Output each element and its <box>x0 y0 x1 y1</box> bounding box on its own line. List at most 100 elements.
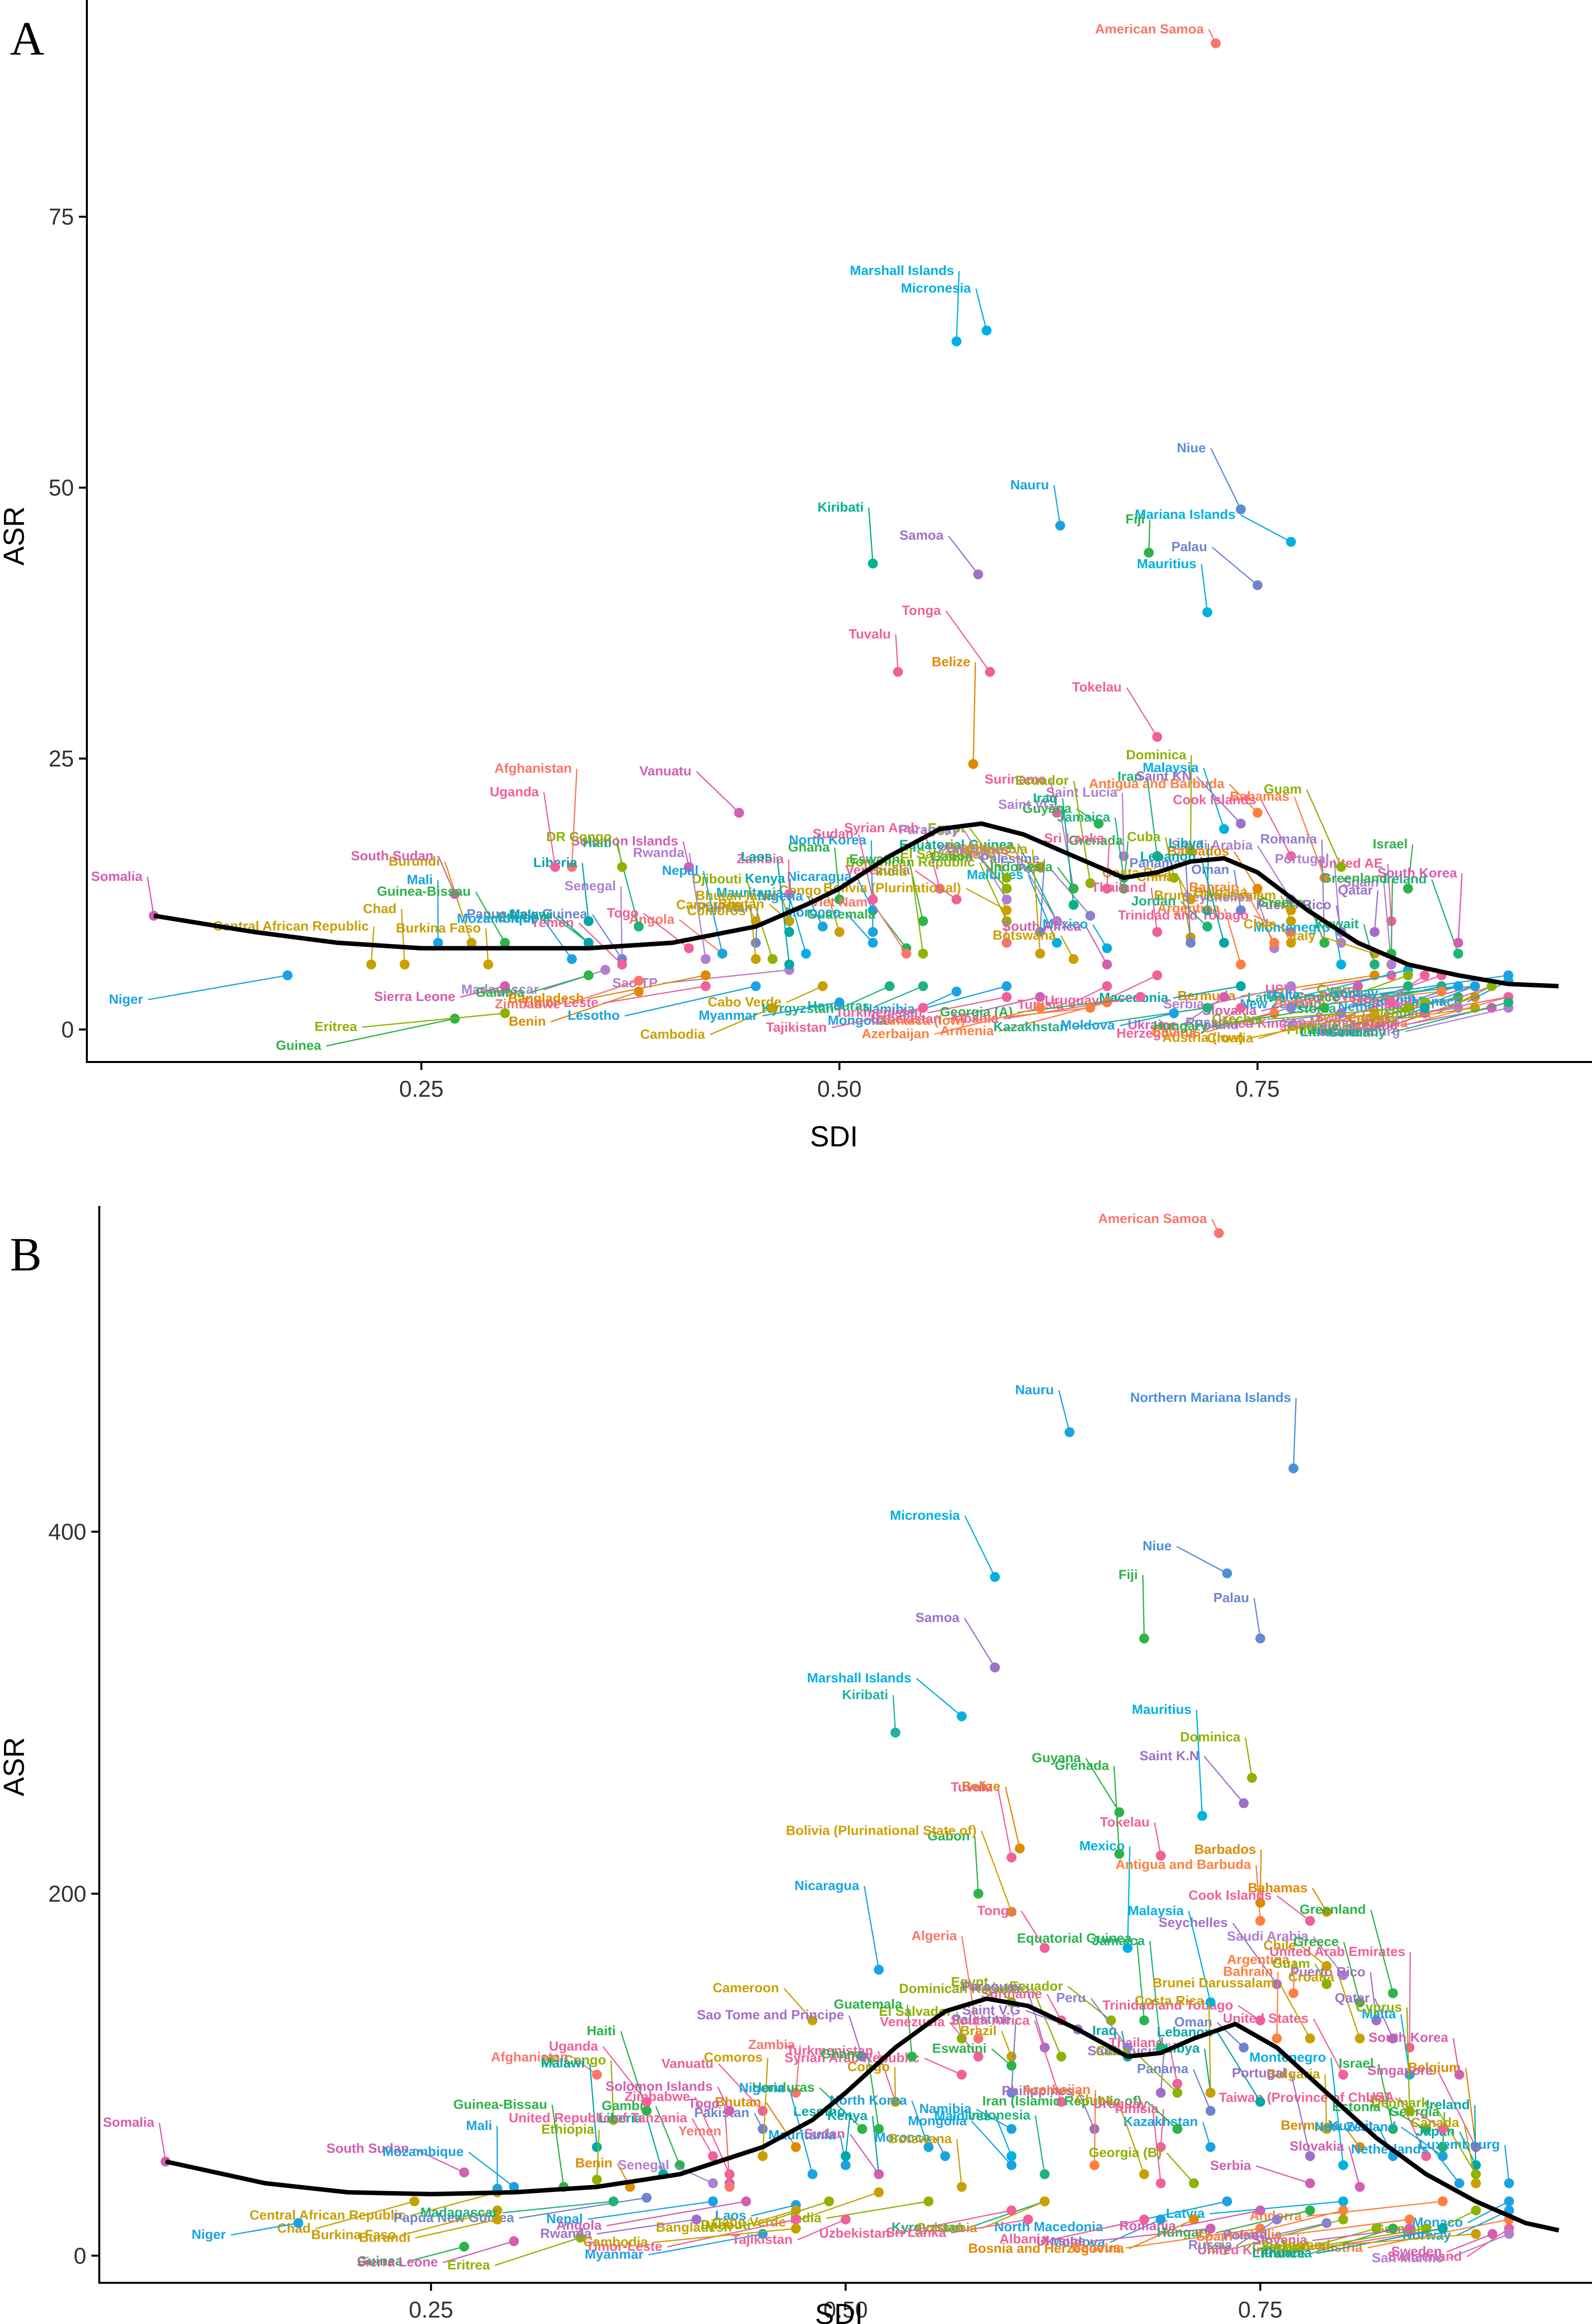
data-point <box>1319 1002 1329 1013</box>
leader-line <box>1267 1007 1408 1020</box>
point-label: Botswana <box>993 928 1057 942</box>
leader-line <box>667 2219 796 2248</box>
leader-line <box>1150 887 1158 932</box>
data-point <box>973 2052 983 2062</box>
data-point <box>1068 883 1079 894</box>
data-point <box>1202 922 1213 932</box>
point-label: Myanmar <box>585 2247 644 2262</box>
point-label: Zambia <box>748 2037 796 2052</box>
point-label: Belgium <box>1408 2060 1461 2075</box>
point-label: Cameroon <box>676 897 743 912</box>
data-point <box>1404 2042 1415 2053</box>
point-label: Finland <box>1287 1022 1334 1037</box>
point-label: Papua New Guinea <box>467 907 588 922</box>
point-label: Nicaragua <box>794 1878 860 1893</box>
leader-line <box>946 996 1040 1020</box>
point-label: Barbados <box>1168 844 1230 859</box>
point-label: Benin <box>575 2156 613 2171</box>
leader-line <box>787 893 807 954</box>
data-point <box>734 807 744 818</box>
panel-a-y-tick-label: 25 <box>49 746 74 772</box>
leader-line <box>1192 2069 1211 2112</box>
leader-line <box>616 837 623 867</box>
leader-line <box>987 847 1040 868</box>
leader-line <box>1368 975 1408 991</box>
data-point <box>550 862 560 872</box>
data-point <box>834 894 844 905</box>
data-point <box>1006 2088 1017 2098</box>
point-label: Dominica <box>1126 747 1187 762</box>
data-point <box>990 1572 1000 1582</box>
data-point <box>1172 2124 1182 2134</box>
point-label: Denmark <box>1371 2095 1429 2110</box>
leader-line <box>1244 1012 1341 1026</box>
leader-line <box>874 985 923 1007</box>
point-label: Jamaica <box>1092 1933 1146 1948</box>
leader-line <box>1206 844 1209 911</box>
leader-line <box>1216 2209 1311 2234</box>
data-point <box>1305 1916 1315 1926</box>
data-point <box>1189 2214 1199 2225</box>
point-label: Syrian Arab Republic <box>784 2051 919 2065</box>
data-point <box>1169 872 1179 883</box>
point-label: Dominica <box>1180 1729 1241 1744</box>
leader-line <box>826 890 840 932</box>
data-point <box>1286 1002 1296 1013</box>
point-label: Georgia (B) <box>1089 2145 1162 2160</box>
leader-line <box>849 2133 880 2175</box>
leader-line <box>868 507 874 564</box>
data-point <box>1197 1811 1207 1821</box>
data-point <box>918 1002 928 1013</box>
point-label: Sri Lanka <box>886 2225 947 2240</box>
leader-line <box>1343 1941 1361 2003</box>
leader-line <box>468 2151 515 2188</box>
leader-line <box>831 1007 923 1029</box>
leader-line <box>776 857 790 965</box>
leader-line <box>326 1018 455 1047</box>
leader-line <box>765 2102 797 2148</box>
point-label: Italy <box>1289 929 1315 943</box>
leader-line <box>158 2123 166 2162</box>
data-point <box>1252 580 1263 591</box>
data-point <box>868 558 878 569</box>
leader-line <box>1457 873 1463 943</box>
data-point <box>1453 937 1463 948</box>
data-point <box>1001 872 1012 883</box>
point-label: Bolivia (Plurinational State of) <box>786 1823 976 1838</box>
data-point <box>834 997 844 1007</box>
data-point <box>1015 1843 1025 1854</box>
point-label: Greece <box>1293 1934 1339 1949</box>
point-label: Kenya <box>828 2108 868 2123</box>
data-point <box>1085 1002 1096 1013</box>
panel-b-letter: B <box>10 1228 42 1281</box>
data-point <box>492 2214 502 2225</box>
data-point <box>1202 607 1213 617</box>
leader-line <box>610 2060 614 2120</box>
data-point <box>1211 38 1221 49</box>
data-point <box>767 954 778 964</box>
data-point <box>1006 2160 1017 2170</box>
point-label: Thailand <box>1091 880 1146 895</box>
point-label: Uzbekistan <box>819 2226 890 2241</box>
data-point <box>1214 1228 1224 1238</box>
point-label: Israel <box>1373 837 1408 852</box>
data-point <box>583 970 594 981</box>
point-label: Luxembourg <box>1319 1024 1400 1039</box>
point-label: Niue <box>1143 1538 1172 1553</box>
leader-line <box>1204 2049 1211 2093</box>
leader-line <box>674 2165 713 2184</box>
leader-line <box>1465 2067 1477 2147</box>
point-label: Gabon <box>931 849 973 863</box>
data-point <box>1239 1798 1249 1808</box>
data-point <box>1388 1988 1398 1998</box>
data-point <box>1006 2151 1017 2161</box>
point-label: Montenegro <box>1253 920 1330 935</box>
leader-line <box>1077 2091 1095 2129</box>
point-label: Philippines <box>938 842 1010 857</box>
data-point <box>1156 2214 1166 2225</box>
data-point <box>459 2167 470 2178</box>
data-point <box>633 922 644 932</box>
point-label: Ecuador <box>1009 1979 1063 1993</box>
data-point <box>890 1727 900 1738</box>
panel-b-y-tick-label: 400 <box>48 1519 86 1544</box>
